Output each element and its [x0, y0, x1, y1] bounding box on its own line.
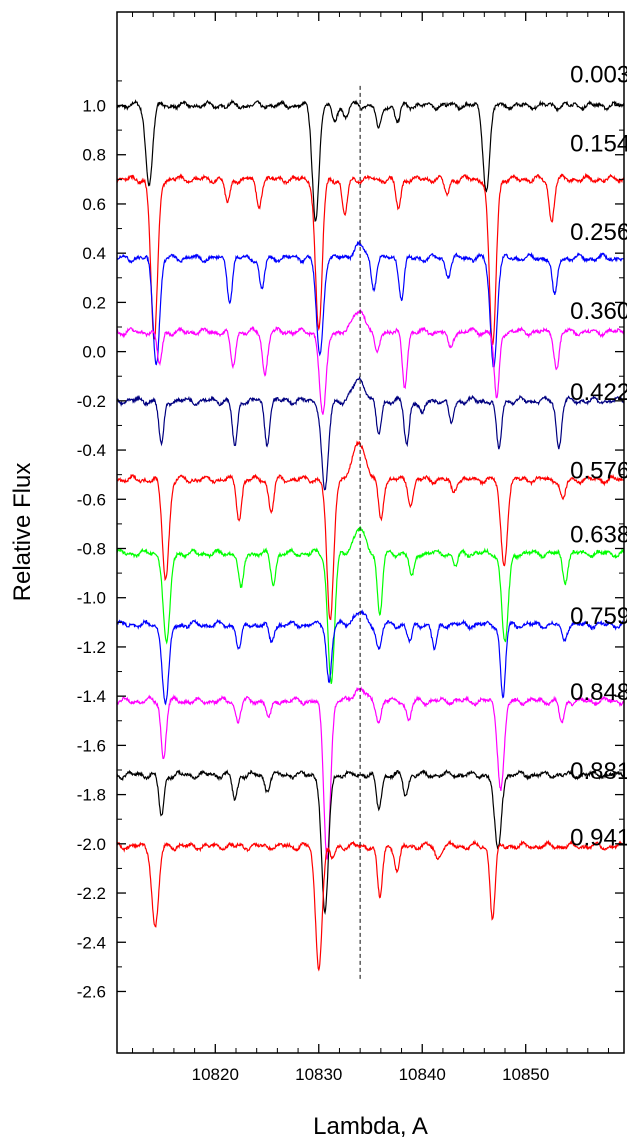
phase-label-0.576: 0.576 — [570, 458, 627, 485]
phase-label-0.881: 0.881 — [570, 758, 627, 785]
phase-label-0.154: 0.154 — [570, 130, 627, 157]
phase-label-0.360: 0.360 — [570, 298, 627, 325]
spectrum-0.941 — [117, 839, 624, 972]
plot-frame — [116, 11, 625, 1054]
y-tick-label: 1.0 — [82, 97, 106, 116]
spectrum-0.422 — [117, 375, 624, 491]
spectrum-0.759 — [117, 609, 624, 706]
spectra-layer — [117, 98, 624, 972]
spectrum-0.576 — [117, 440, 624, 621]
phase-label-0.003: 0.003 — [570, 62, 627, 89]
x-tick-label: 10820 — [192, 1065, 239, 1084]
y-tick-label: -1.4 — [77, 687, 106, 706]
y-tick-label: -0.2 — [77, 392, 106, 411]
spectrum-0.881 — [117, 769, 624, 915]
x-tick-label: 10850 — [502, 1065, 549, 1084]
spectrum-0.256 — [117, 240, 624, 368]
y-tick-label: 0.4 — [82, 244, 106, 263]
spectrum-0.003 — [117, 98, 624, 222]
labels-layer: 1.0 0.8 0.6 0.4 0.2 0.0 -0.2 -0.4 -0.6 -0.8 -1.0 -1… — [77, 62, 627, 1084]
y-tick-label: -2.0 — [77, 835, 106, 854]
y-tick-label: -1.8 — [77, 786, 106, 805]
y-tick-label: 0.8 — [82, 146, 106, 165]
ticks-layer — [117, 12, 624, 1053]
spectrum-0.154 — [117, 172, 624, 346]
y-tick-label: -2.2 — [77, 884, 106, 903]
x-tick-label: 10830 — [295, 1065, 342, 1084]
spectrum-0.638 — [117, 525, 624, 684]
y-tick-label: 0.2 — [82, 293, 106, 312]
spectrum-0.360 — [117, 308, 624, 415]
phase-label-0.256: 0.256 — [570, 219, 627, 246]
y-axis-title: Relative Flux — [9, 463, 36, 602]
phase-label-0.759: 0.759 — [570, 603, 627, 630]
x-axis-title: Lambda, A — [313, 1113, 428, 1140]
x-tick-label: 10840 — [399, 1065, 446, 1084]
spectrum-0.848 — [117, 686, 624, 860]
y-tick-label: -2.6 — [77, 982, 106, 1001]
y-tick-label: -0.4 — [77, 441, 106, 460]
phase-label-0.941: 0.941 — [570, 824, 627, 851]
y-tick-label: 0.6 — [82, 195, 106, 214]
phase-label-0.848: 0.848 — [570, 679, 627, 706]
y-tick-label: -2.4 — [77, 933, 106, 952]
phase-label-0.422: 0.422 — [570, 379, 627, 406]
y-tick-label: -0.6 — [77, 490, 106, 509]
phase-label-0.638: 0.638 — [570, 522, 627, 549]
y-tick-label: -1.0 — [77, 589, 106, 608]
y-tick-label: -1.6 — [77, 736, 106, 755]
y-tick-label: -1.2 — [77, 638, 106, 657]
y-tick-label: -0.8 — [77, 539, 106, 558]
y-tick-label: 0.0 — [82, 343, 106, 362]
